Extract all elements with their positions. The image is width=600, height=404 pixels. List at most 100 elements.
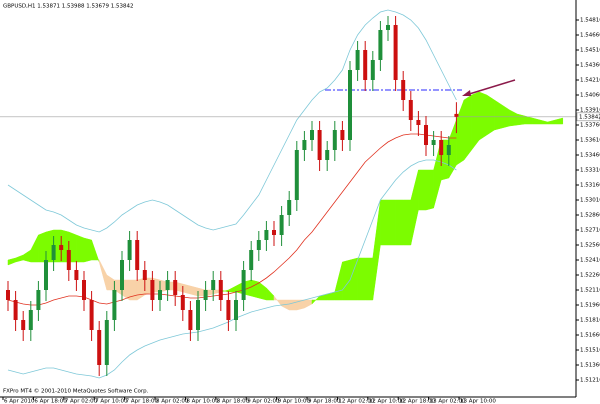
candle-body xyxy=(82,280,86,300)
cloud-segment xyxy=(190,285,199,297)
x-tick-label: 7 Apr 18:00 xyxy=(126,399,159,404)
y-tick-label: 1.53160 xyxy=(580,183,600,189)
y-tick-label: 1.51660 xyxy=(580,333,600,339)
x-tick-label: 12 Apr 18:00 xyxy=(399,399,435,404)
cloud-segment xyxy=(76,234,85,263)
candle-body xyxy=(44,260,48,290)
candle-body xyxy=(150,280,155,300)
candle-body xyxy=(454,113,459,117)
candle-body xyxy=(294,150,299,200)
x-tick-label: 7 Apr 10:00 xyxy=(95,399,128,404)
candle-body xyxy=(226,300,231,320)
candle-body xyxy=(127,240,132,260)
x-tick-label: 8 Apr 02:00 xyxy=(156,399,189,404)
cloud-segment xyxy=(395,199,404,246)
candle-body xyxy=(89,300,94,330)
cloud-segment xyxy=(38,231,47,263)
candle-body xyxy=(13,300,18,320)
cloud-segment xyxy=(380,199,389,246)
candle-body xyxy=(355,50,360,70)
candle-body xyxy=(401,80,406,100)
arrow xyxy=(465,79,516,96)
cloud-segment xyxy=(83,237,92,263)
cloud-segment xyxy=(288,299,298,311)
candle-body xyxy=(51,245,56,260)
y-tick-label: 1.52560 xyxy=(580,243,600,249)
x-tick-label: 8 Apr 10:00 xyxy=(186,399,219,404)
cloud-segment xyxy=(250,279,260,299)
candle-body xyxy=(332,130,337,150)
candle-body xyxy=(203,290,208,300)
indicator-line xyxy=(7,159,457,379)
cloud-segment xyxy=(494,99,503,131)
indicator-line xyxy=(7,9,457,233)
candle-body xyxy=(21,320,26,330)
chart-title: GBPUSD,H1 1.53871 1.53988 1.53679 1.5384… xyxy=(3,4,133,10)
candle-body xyxy=(256,240,261,250)
x-tick-label: 7 Apr 02:00 xyxy=(65,399,98,404)
candle-body xyxy=(36,290,41,310)
x-tick-label: 9 Apr 18:00 xyxy=(308,399,341,404)
y-tick-label: 1.51210 xyxy=(580,378,600,384)
last-price-label: 1.53842 xyxy=(579,114,600,120)
candle-body xyxy=(325,150,330,160)
candle-body xyxy=(348,70,352,140)
x-tick-label: 12 Apr 10:00 xyxy=(369,399,405,404)
last-price-box xyxy=(576,112,600,122)
y-tick-label: 1.52410 xyxy=(580,258,600,264)
y-tick-label: 1.51360 xyxy=(580,363,600,369)
candle-body xyxy=(386,25,390,30)
plot-area xyxy=(0,9,576,379)
cloud-segment xyxy=(342,259,351,301)
y-tick-label: 1.54210 xyxy=(580,78,600,84)
x-tick-label: 6 Apr 2010 xyxy=(4,399,35,404)
candle-body xyxy=(279,215,284,235)
candle-body xyxy=(112,290,117,320)
candle-body xyxy=(393,25,398,80)
cloud-segment xyxy=(182,283,191,295)
candle-body xyxy=(188,310,193,330)
candle-body xyxy=(363,50,368,80)
candle-body xyxy=(287,200,292,215)
x-tick-label: 12 Apr 02:00 xyxy=(338,399,374,404)
candle-body xyxy=(74,270,79,280)
candle-body xyxy=(211,280,216,290)
candle-body xyxy=(264,230,269,240)
cloud-segment xyxy=(486,94,495,136)
y-tick-label: 1.53310 xyxy=(580,168,600,174)
y-tick-label: 1.51810 xyxy=(580,318,600,324)
y-tick-label: 1.52260 xyxy=(580,273,600,279)
candle-body xyxy=(173,280,178,295)
y-tick-label: 1.51510 xyxy=(580,348,600,354)
cloud-segment xyxy=(554,117,564,125)
candle-body xyxy=(142,270,147,280)
candle-body xyxy=(165,280,170,290)
y-tick-label: 1.53910 xyxy=(580,108,600,114)
candle-body xyxy=(424,125,428,145)
candle-body xyxy=(135,240,140,270)
cloud-segment xyxy=(357,257,366,301)
candle-body xyxy=(104,320,109,365)
cloud-segment xyxy=(478,91,488,141)
candle-body xyxy=(180,295,185,310)
candle-body xyxy=(370,60,375,80)
y-tick-label: 1.54060 xyxy=(580,93,600,99)
y-tick-label: 1.54360 xyxy=(580,63,600,69)
candle-body xyxy=(59,245,64,250)
cloud-segment xyxy=(349,257,358,301)
cloud-segment xyxy=(516,113,526,126)
y-tick-label: 1.54660 xyxy=(580,33,600,39)
candle-body xyxy=(378,30,383,60)
y-tick-label: 1.51960 xyxy=(580,303,600,309)
y-tick-label: 1.53760 xyxy=(580,123,600,129)
cloud-segment xyxy=(402,199,412,246)
candle-body xyxy=(158,290,162,300)
candle-body xyxy=(28,310,33,330)
cloud-segment xyxy=(364,257,374,301)
candle-body xyxy=(446,145,451,155)
cloud-segment xyxy=(418,169,427,211)
candle-body xyxy=(6,290,10,300)
candle-body xyxy=(408,100,413,120)
